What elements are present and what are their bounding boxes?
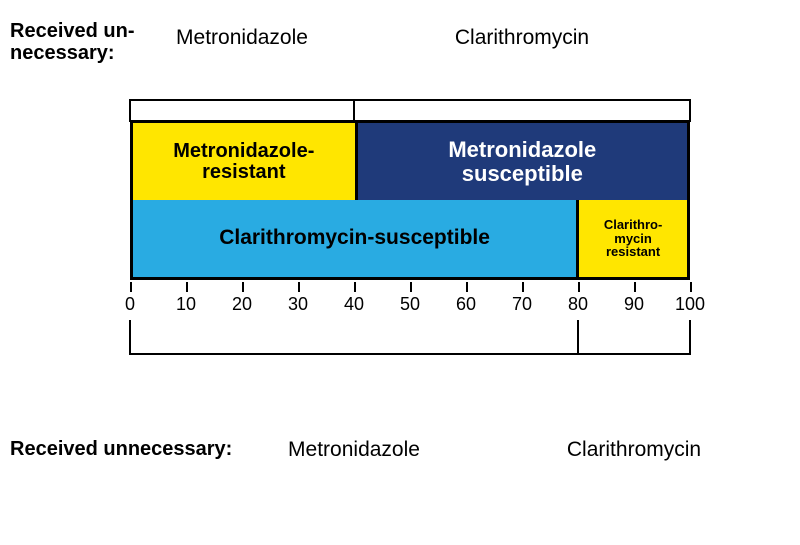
axis-tick bbox=[690, 282, 692, 292]
chart-wrap: Metronidazole- resistantMetronidazole su… bbox=[130, 120, 690, 280]
axis-tick-label: 60 bbox=[456, 294, 476, 315]
chart-segment: Metronidazole- resistant bbox=[133, 123, 355, 200]
diagram-container: Received un- necessary: MetronidazoleCla… bbox=[60, 20, 750, 80]
chart-segment: Clarithromycin-susceptible bbox=[133, 200, 576, 277]
axis-tick bbox=[410, 282, 412, 292]
axis-tick-label: 10 bbox=[176, 294, 196, 315]
chart-row: Metronidazole- resistantMetronidazole su… bbox=[133, 123, 687, 200]
bottom-bracket-label: Metronidazole bbox=[274, 438, 434, 462]
axis-tick bbox=[186, 282, 188, 292]
top-bracket-label: Metronidazole bbox=[162, 26, 322, 50]
axis-tick-label: 90 bbox=[624, 294, 644, 315]
axis-tick-label: 80 bbox=[568, 294, 588, 315]
axis-tick-label: 40 bbox=[344, 294, 364, 315]
axis-tick bbox=[354, 282, 356, 292]
axis-tick-label: 50 bbox=[400, 294, 420, 315]
chart-segment: Clarithro- mycin resistant bbox=[576, 200, 687, 277]
chart-segment: Metronidazole susceptible bbox=[355, 123, 687, 200]
axis-tick bbox=[242, 282, 244, 292]
axis-tick bbox=[522, 282, 524, 292]
top-bracket-label: Clarithromycin bbox=[442, 26, 602, 50]
top-label-row: Received un- necessary: MetronidazoleCla… bbox=[60, 20, 750, 80]
axis-tick bbox=[130, 282, 132, 292]
x-axis: 0102030405060708090100 bbox=[130, 282, 690, 316]
bottom-side-label: Received unnecessary: bbox=[10, 438, 232, 461]
bottom-brackets bbox=[60, 320, 750, 376]
axis-tick-label: 0 bbox=[125, 294, 135, 315]
axis-tick bbox=[578, 282, 580, 292]
axis-tick-label: 20 bbox=[232, 294, 252, 315]
axis-tick-label: 70 bbox=[512, 294, 532, 315]
stacked-bar-chart: Metronidazole- resistantMetronidazole su… bbox=[130, 120, 690, 280]
bottom-bracket-label: Clarithromycin bbox=[554, 438, 714, 462]
top-side-label: Received un- necessary: bbox=[10, 20, 150, 64]
axis-tick-label: 30 bbox=[288, 294, 308, 315]
axis-tick-label: 100 bbox=[675, 294, 705, 315]
axis-tick bbox=[466, 282, 468, 292]
axis-tick bbox=[634, 282, 636, 292]
chart-row: Clarithromycin-susceptibleClarithro- myc… bbox=[133, 200, 687, 277]
axis-tick bbox=[298, 282, 300, 292]
top-brackets bbox=[60, 78, 750, 122]
